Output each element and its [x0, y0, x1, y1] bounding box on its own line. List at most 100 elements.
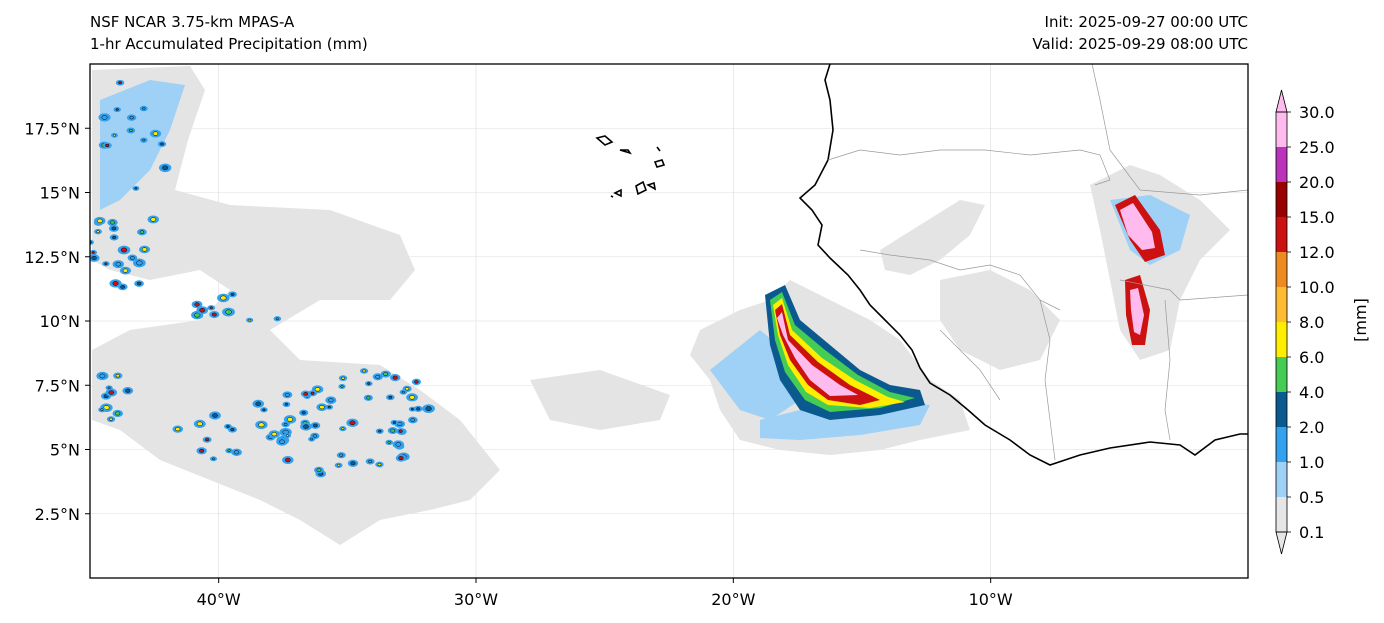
lon-tick-label: 40°W	[197, 590, 241, 609]
lat-tick-label: 7.5°N	[35, 376, 80, 395]
convective-cell-core	[108, 390, 115, 395]
convective-cell-core	[212, 413, 218, 418]
convective-cell-core	[226, 425, 230, 428]
cape-verde-islands	[595, 135, 666, 198]
convective-cell-core	[175, 427, 181, 432]
convective-cell-core	[341, 376, 345, 380]
convective-cell-core	[377, 463, 382, 466]
convective-cell-core	[129, 115, 134, 120]
convective-cell-core	[255, 401, 262, 406]
convective-cell-core	[125, 388, 131, 393]
precip-band-west-north	[100, 80, 185, 210]
convective-cell-core	[388, 395, 393, 399]
convective-cell-core	[115, 108, 119, 111]
convective-cell-core	[199, 308, 206, 313]
convective-cell-core	[425, 406, 432, 412]
convective-cell-core	[416, 407, 421, 411]
colorbar-level-label: 8.0	[1299, 313, 1324, 332]
convective-cell-core	[341, 427, 345, 430]
convective-cell-core	[248, 318, 252, 322]
west-africa-coastline	[798, 64, 1248, 466]
colorbar-level-label: 12.0	[1299, 243, 1335, 262]
convective-cell	[90, 239, 94, 245]
convective-cell-core	[319, 405, 325, 410]
precip-region-mid-ocean	[530, 370, 670, 430]
convective-cell-core	[234, 450, 240, 455]
convective-cell-core	[113, 134, 116, 137]
colorbar-segment	[1276, 322, 1287, 357]
country-borders	[827, 64, 1248, 461]
convective-cell-core	[107, 386, 111, 389]
convective-cell-core	[258, 422, 265, 428]
model-name: NSF NCAR 3.75-km MPAS-A	[90, 13, 295, 31]
convective-cell-core	[313, 423, 318, 428]
border-guinea	[859, 249, 1061, 311]
convective-cell-core	[130, 256, 135, 260]
lat-tick-label: 10°N	[40, 312, 80, 331]
convective-cell-core	[367, 382, 371, 385]
colorbar-level-label: 4.0	[1299, 383, 1324, 402]
convective-cell-core	[194, 302, 200, 307]
convective-cell-core	[115, 262, 122, 267]
valid-time: Valid: 2025-09-29 08:00 UTC	[1032, 35, 1248, 53]
precip-region-interior	[940, 270, 1060, 370]
convective-cell-core	[398, 429, 403, 433]
time-info: Init: 2025-09-27 00:00 UTC Valid: 2025-0…	[1032, 11, 1248, 55]
colorbar-level-label: 25.0	[1299, 138, 1335, 157]
convective-cell-core	[336, 463, 341, 467]
axis-ticks: 40°W 30°W 20°W 10°W 17.5°N 15°N 12.5°N 10°N 7.5°…	[24, 119, 1013, 609]
border-mauritania-senegal	[827, 149, 1111, 186]
convective-cell-core	[230, 428, 235, 432]
border-mali	[1091, 64, 1248, 196]
convective-cell-core	[362, 369, 366, 373]
convective-cell-core	[375, 374, 381, 379]
convective-cell-core	[96, 230, 100, 233]
colorbar-extend-max	[1275, 89, 1288, 113]
convective-cell-core	[310, 391, 315, 395]
convective-cell-core	[225, 309, 232, 315]
convective-cell-core	[349, 420, 356, 426]
convective-cell-core	[91, 251, 95, 254]
convective-cell-core	[136, 260, 143, 266]
lat-tick-label: 5°N	[50, 441, 80, 460]
convective-cell-core	[286, 417, 294, 422]
colorbar-level-label: 15.0	[1299, 208, 1335, 227]
map-area	[90, 64, 1248, 578]
convective-cell-core	[350, 461, 356, 466]
convective-cell-core	[91, 255, 97, 261]
convective-cell-core	[284, 402, 289, 406]
convective-cell-core	[392, 375, 398, 380]
convective-cell-core	[328, 398, 334, 403]
convective-cell-core	[134, 187, 138, 190]
convective-cell-core	[118, 81, 122, 85]
convective-cell-core	[142, 138, 146, 142]
lat-tick-label: 2.5°N	[35, 505, 80, 524]
colorbar-level-label: 1.0	[1299, 453, 1324, 472]
convective-cell-core	[285, 392, 290, 397]
convective-cell-core	[395, 442, 402, 447]
colorbar-segment	[1276, 497, 1287, 532]
convective-cell-core	[314, 387, 321, 392]
convective-cell-core	[211, 457, 215, 460]
lat-tick-label: 17.5°N	[24, 119, 80, 138]
convective-cell-core	[316, 468, 322, 472]
convective-cell-core	[111, 226, 117, 231]
convective-cell-core	[283, 422, 288, 426]
colorbar-segment	[1276, 427, 1287, 462]
convective-cell-core	[378, 429, 382, 433]
convective-cell-core	[112, 281, 119, 286]
colorbar-level-label: 0.1	[1299, 523, 1324, 542]
border-liberia	[939, 329, 1001, 401]
colorbar-segment	[1276, 357, 1287, 392]
core-sahel-south-pink	[1130, 288, 1144, 335]
convective-cell-core	[410, 418, 416, 422]
convective-cell-core	[128, 128, 133, 133]
convective-cell-core	[227, 449, 231, 452]
convective-cell-core	[366, 396, 371, 400]
convective-cell-core	[99, 373, 106, 379]
colorbar-segment	[1276, 287, 1287, 322]
core-pink	[777, 312, 858, 396]
map-title: NSF NCAR 3.75-km MPAS-A 1-hr Accumulated…	[90, 11, 368, 55]
convective-cell-core	[312, 434, 317, 438]
